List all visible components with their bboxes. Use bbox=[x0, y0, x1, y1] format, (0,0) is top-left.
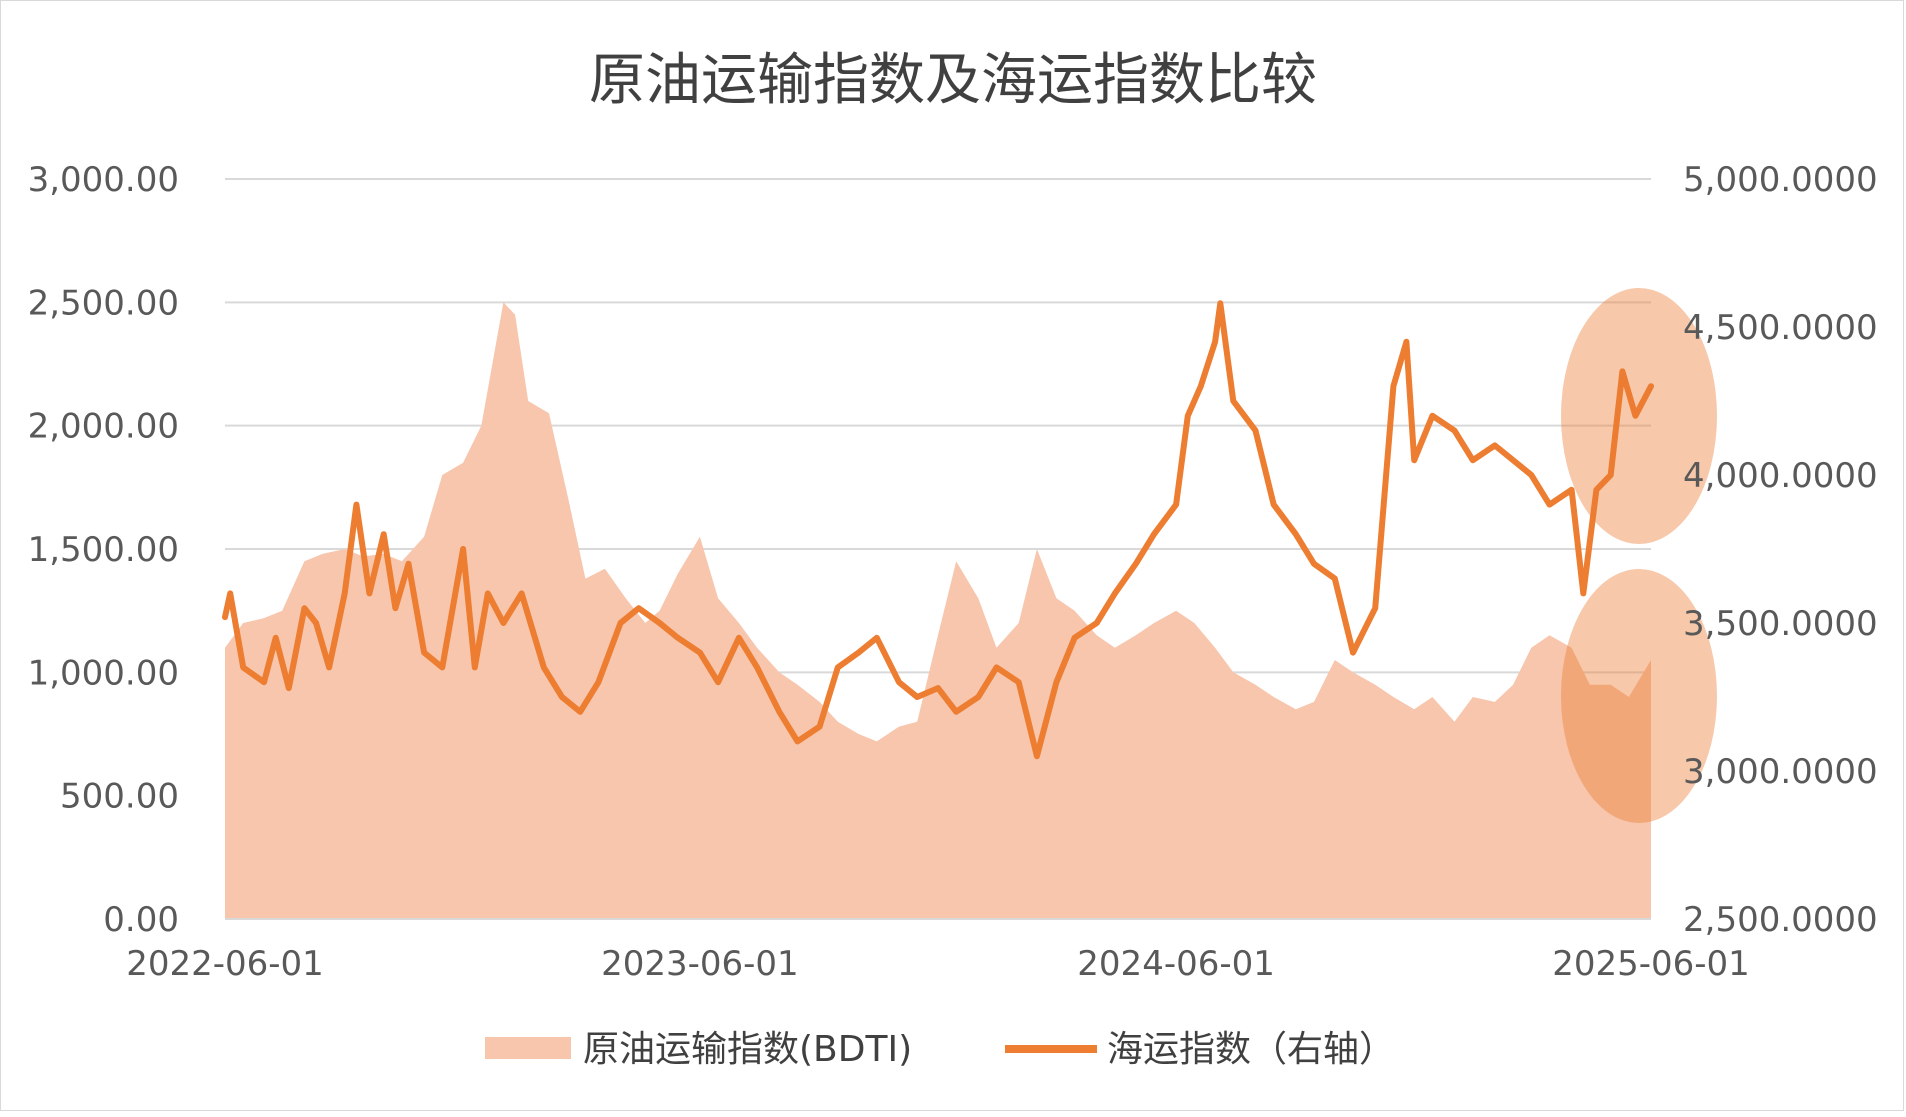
y-right-tick-label: 4,500.0000 bbox=[1683, 308, 1878, 348]
x-tick-label: 2022-06-01 bbox=[126, 944, 324, 984]
y-left-tick-label: 500.00 bbox=[60, 777, 179, 817]
y-right-tick-label: 2,500.0000 bbox=[1683, 900, 1878, 940]
x-tick-label: 2025-06-01 bbox=[1552, 944, 1750, 984]
y-left-tick-label: 2,500.00 bbox=[28, 283, 179, 323]
highlight-ellipse-lower bbox=[1561, 569, 1717, 823]
series-shipping-line bbox=[222, 300, 1654, 760]
legend-label-shipping: 海运指数（右轴） bbox=[1107, 1029, 1395, 1070]
x-tick-label: 2024-06-01 bbox=[1077, 944, 1275, 984]
legend-swatch-bdti bbox=[485, 1037, 571, 1059]
legend: 原油运输指数(BDTI) 海运指数（右轴） bbox=[485, 1029, 1395, 1070]
y-right-tick-label: 3,000.0000 bbox=[1683, 752, 1878, 792]
y-left-tick-label: 1,500.00 bbox=[28, 530, 179, 570]
highlight-ellipse-upper bbox=[1561, 288, 1717, 544]
y-left-tick-label: 3,000.00 bbox=[28, 160, 179, 200]
y-axis-right: 2,500.0000 3,000.0000 3,500.0000 4,000.0000… bbox=[1683, 160, 1878, 940]
legend-label-bdti: 原油运输指数(BDTI) bbox=[583, 1029, 912, 1070]
y-right-tick-label: 3,500.0000 bbox=[1683, 604, 1878, 644]
line-layer bbox=[222, 300, 1654, 760]
chart-title: 原油运输指数及海运指数比较 bbox=[589, 48, 1317, 113]
y-right-tick-label: 4,000.0000 bbox=[1683, 456, 1878, 496]
y-left-tick-label: 0.00 bbox=[103, 900, 179, 940]
annotation-layer bbox=[1561, 288, 1717, 823]
y-left-tick-label: 1,000.00 bbox=[28, 653, 179, 693]
y-axis-left: 0.00 500.00 1,000.00 1,500.00 2,000.00 2,500.… bbox=[28, 160, 179, 940]
series-bdti-area bbox=[225, 302, 1651, 919]
area-layer bbox=[225, 302, 1651, 919]
y-right-tick-label: 5,000.0000 bbox=[1683, 160, 1878, 200]
y-left-tick-label: 2,000.00 bbox=[28, 407, 179, 447]
x-tick-label: 2023-06-01 bbox=[601, 944, 799, 984]
x-axis: 2022-06-01 2023-06-01 2024-06-01 2025-06-01 bbox=[126, 918, 1750, 984]
